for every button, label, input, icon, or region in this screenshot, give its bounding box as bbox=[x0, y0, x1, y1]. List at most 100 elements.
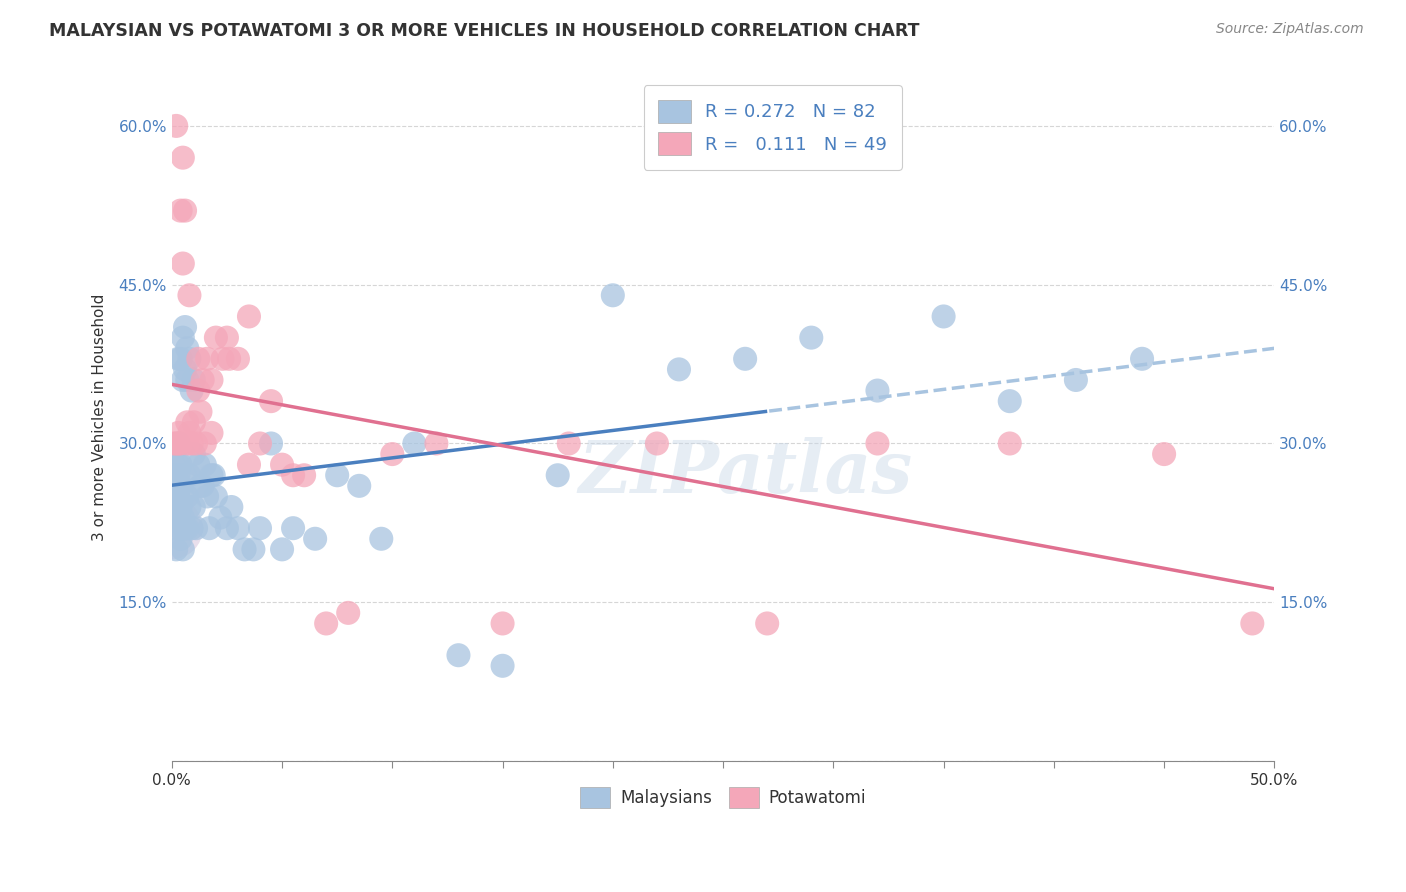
Point bbox=[315, 616, 337, 631]
Point bbox=[194, 436, 217, 450]
Point bbox=[260, 394, 283, 409]
Point bbox=[226, 521, 249, 535]
Point bbox=[249, 521, 271, 535]
Point bbox=[179, 288, 201, 302]
Point bbox=[491, 616, 513, 631]
Point bbox=[174, 203, 197, 218]
Point bbox=[326, 468, 349, 483]
Point bbox=[668, 362, 690, 376]
Point bbox=[233, 542, 256, 557]
Point bbox=[169, 479, 191, 493]
Point bbox=[167, 510, 190, 524]
Point bbox=[215, 521, 238, 535]
Point bbox=[381, 447, 404, 461]
Point bbox=[370, 532, 392, 546]
Point bbox=[165, 510, 187, 524]
Point bbox=[271, 542, 294, 557]
Point bbox=[165, 542, 187, 557]
Text: Source: ZipAtlas.com: Source: ZipAtlas.com bbox=[1216, 22, 1364, 37]
Point bbox=[180, 436, 202, 450]
Point bbox=[163, 479, 186, 493]
Point bbox=[190, 405, 212, 419]
Point bbox=[221, 500, 243, 514]
Point bbox=[179, 468, 201, 483]
Point bbox=[169, 521, 191, 535]
Point bbox=[205, 490, 228, 504]
Point bbox=[195, 351, 218, 366]
Point bbox=[191, 373, 214, 387]
Point bbox=[183, 415, 205, 429]
Point bbox=[180, 384, 202, 398]
Point bbox=[194, 458, 217, 472]
Point bbox=[165, 490, 187, 504]
Point bbox=[172, 151, 194, 165]
Point bbox=[184, 521, 207, 535]
Point bbox=[249, 436, 271, 450]
Point bbox=[169, 458, 191, 472]
Point bbox=[734, 351, 756, 366]
Point bbox=[866, 384, 889, 398]
Point bbox=[200, 468, 222, 483]
Point bbox=[292, 468, 315, 483]
Y-axis label: 3 or more Vehicles in Household: 3 or more Vehicles in Household bbox=[93, 293, 107, 541]
Point bbox=[180, 521, 202, 535]
Point bbox=[176, 490, 198, 504]
Point bbox=[215, 331, 238, 345]
Point bbox=[349, 479, 371, 493]
Point bbox=[190, 479, 212, 493]
Point bbox=[184, 436, 207, 450]
Point bbox=[200, 373, 222, 387]
Point bbox=[165, 119, 187, 133]
Point bbox=[174, 521, 197, 535]
Point bbox=[195, 490, 218, 504]
Point bbox=[602, 288, 624, 302]
Point bbox=[163, 436, 186, 450]
Point bbox=[202, 468, 225, 483]
Point bbox=[404, 436, 426, 450]
Point bbox=[176, 415, 198, 429]
Point bbox=[281, 468, 304, 483]
Point bbox=[172, 331, 194, 345]
Point bbox=[425, 436, 447, 450]
Point bbox=[163, 468, 186, 483]
Point bbox=[866, 436, 889, 450]
Point bbox=[169, 351, 191, 366]
Point bbox=[1130, 351, 1153, 366]
Point bbox=[169, 532, 191, 546]
Point bbox=[169, 203, 191, 218]
Point bbox=[167, 436, 190, 450]
Point bbox=[271, 458, 294, 472]
Point bbox=[174, 362, 197, 376]
Point bbox=[179, 351, 201, 366]
Point bbox=[304, 532, 326, 546]
Point bbox=[187, 384, 209, 398]
Text: MALAYSIAN VS POTAWATOMI 3 OR MORE VEHICLES IN HOUSEHOLD CORRELATION CHART: MALAYSIAN VS POTAWATOMI 3 OR MORE VEHICL… bbox=[49, 22, 920, 40]
Point bbox=[167, 351, 190, 366]
Legend: Malaysians, Potawatomi: Malaysians, Potawatomi bbox=[574, 780, 873, 814]
Point bbox=[163, 490, 186, 504]
Point bbox=[165, 479, 187, 493]
Point bbox=[932, 310, 955, 324]
Point bbox=[174, 468, 197, 483]
Point bbox=[238, 458, 260, 472]
Point bbox=[183, 373, 205, 387]
Point bbox=[242, 542, 264, 557]
Point bbox=[800, 331, 823, 345]
Point bbox=[209, 510, 232, 524]
Point bbox=[447, 648, 470, 663]
Point bbox=[205, 331, 228, 345]
Point bbox=[557, 436, 579, 450]
Point bbox=[238, 310, 260, 324]
Point bbox=[172, 490, 194, 504]
Point bbox=[172, 510, 194, 524]
Point bbox=[169, 500, 191, 514]
Point bbox=[167, 425, 190, 440]
Point bbox=[226, 351, 249, 366]
Point bbox=[756, 616, 779, 631]
Point bbox=[163, 458, 186, 472]
Point bbox=[218, 351, 240, 366]
Point bbox=[491, 658, 513, 673]
Point bbox=[167, 458, 190, 472]
Point bbox=[165, 468, 187, 483]
Point bbox=[167, 436, 190, 450]
